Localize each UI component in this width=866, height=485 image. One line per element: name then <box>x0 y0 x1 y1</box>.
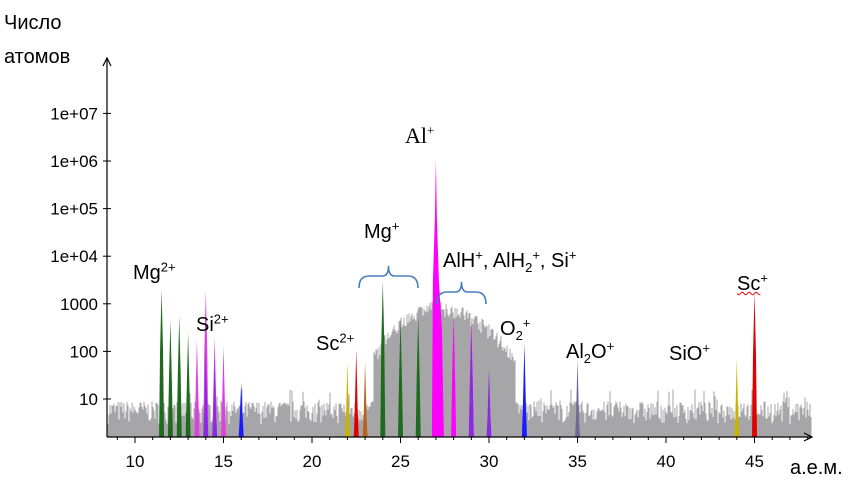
x-tick-label: 10 <box>126 452 145 471</box>
peak-O2plus <box>521 343 527 437</box>
x-axis-arrow <box>803 432 814 442</box>
x-tick-label: 40 <box>657 452 676 471</box>
y-tick-label: 1e+06 <box>50 152 98 171</box>
label-o2plus: O2+ <box>500 315 531 343</box>
x-tick-label: 20 <box>303 452 322 471</box>
y-axis-title-line1: Число <box>4 12 62 34</box>
peak-Sc2plus <box>353 349 359 437</box>
x-tick-label: 35 <box>568 452 587 471</box>
peak-Si2plus <box>212 356 218 437</box>
axes-layer: 10 15 20 25 30 35 40 45 10 100 1000 1e+04 1e+05 1e+06… <box>50 56 814 471</box>
label-sioplus: SiO+ <box>669 340 710 365</box>
peak-SiOplus <box>734 358 740 437</box>
peak-Sc2plus <box>344 361 350 437</box>
peak-Scplus <box>752 292 757 437</box>
peak-Mg2plus <box>159 289 165 437</box>
y-tick-label: 1e+05 <box>50 200 98 219</box>
label-alh-alh2-si: AlH+, AlH2+, Si+ <box>443 247 577 275</box>
peak-AlH2plus <box>486 367 492 437</box>
label-mgplus: Mg+ <box>364 218 400 243</box>
bracket-mgplus <box>358 265 419 289</box>
peak-Si2plus <box>194 339 200 437</box>
y-axis-title-line2: атомов <box>4 46 71 68</box>
peak-Mg2plus <box>185 332 191 437</box>
label-sc2plus: Sc2+ <box>316 330 355 355</box>
peak-Si2plus <box>203 347 209 437</box>
peak-Mg2plus <box>176 316 182 437</box>
y-tick-label: 100 <box>70 342 98 361</box>
label-mg2plus: Mg2+ <box>133 259 176 284</box>
y-tick-label: 10 <box>79 390 98 409</box>
x-tick-label: 30 <box>480 452 499 471</box>
y-axis-title: Число атомов <box>4 11 70 69</box>
peak-blue <box>238 382 244 437</box>
y-tick-label: 1e+04 <box>50 247 98 266</box>
y-tick-label: 1000 <box>60 295 98 314</box>
x-axis-title: а.е.м. <box>790 457 843 479</box>
y-axis-arrow <box>102 56 112 67</box>
label-scplus: Sc+ <box>737 270 768 295</box>
label-al2oplus: Al2O+ <box>566 338 615 366</box>
peak-Si2plus <box>221 345 226 437</box>
peak-Sc2plus <box>362 361 368 437</box>
x-tick-label: 15 <box>214 452 233 471</box>
peak-Mgplus <box>380 281 386 437</box>
label-alplus: Al+ <box>405 122 435 148</box>
peak-AlH2plus <box>468 328 474 437</box>
peak-AlHplus <box>451 316 457 437</box>
x-tick-label: 45 <box>745 452 764 471</box>
x-tick-label: 25 <box>391 452 410 471</box>
peak-Mgplus <box>398 318 403 437</box>
bracket-alh-si <box>436 281 487 305</box>
y-tick-label: 1e+07 <box>50 104 98 123</box>
peak-Mg2plus <box>167 320 173 437</box>
peak-Mgplus <box>415 316 421 437</box>
label-si2plus: Si2+ <box>196 311 229 336</box>
bracket-layer <box>358 265 487 305</box>
peak-Al2Oplus <box>575 358 580 437</box>
peaks-layer <box>159 159 757 437</box>
